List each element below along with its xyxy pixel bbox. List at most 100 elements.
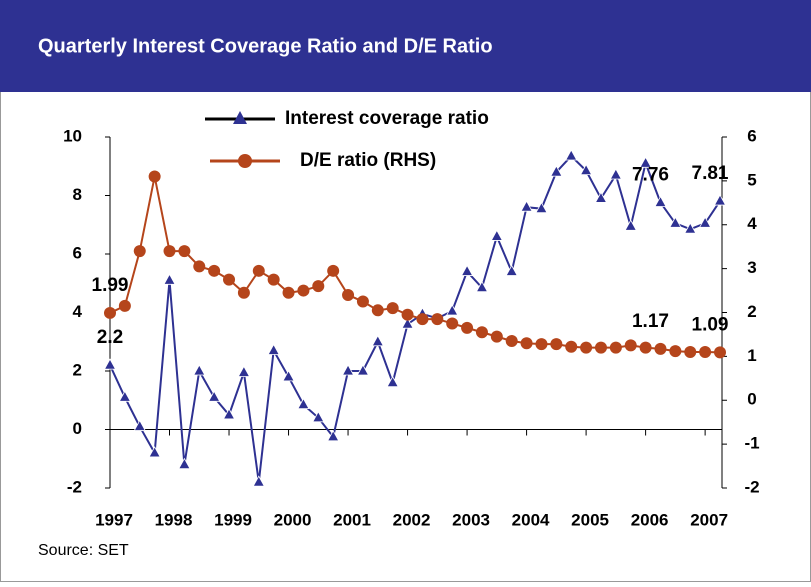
point	[535, 338, 548, 351]
point	[223, 273, 236, 286]
point	[327, 264, 340, 277]
legend-label: Interest coverage ratio	[285, 108, 489, 129]
point	[356, 364, 370, 376]
point	[624, 219, 637, 231]
legend-label: D/E ratio (RHS)	[300, 150, 436, 171]
y2-tick-label: -2	[744, 477, 759, 496]
point	[490, 330, 503, 343]
point	[341, 364, 355, 376]
point	[594, 191, 608, 203]
x-tick-label: 2003	[452, 510, 490, 529]
data-label: 7.81	[692, 163, 729, 184]
point	[193, 364, 206, 376]
point	[624, 339, 637, 352]
point	[446, 304, 459, 316]
data-label: 1.09	[692, 314, 729, 335]
data-label: 1.99	[92, 275, 129, 296]
point	[475, 326, 488, 339]
point	[684, 222, 697, 234]
point	[178, 245, 191, 258]
point	[713, 194, 727, 206]
data-label: 1.17	[632, 311, 669, 332]
x-tick-label: 2001	[333, 510, 371, 529]
point	[326, 429, 340, 442]
legend-marker	[238, 154, 252, 168]
point	[208, 264, 221, 277]
y2-tick-label: 4	[747, 214, 757, 233]
point	[163, 273, 176, 285]
y2-tick-label: 5	[747, 170, 756, 189]
point	[461, 321, 474, 334]
point	[520, 337, 533, 350]
y2-tick-label: 0	[747, 390, 756, 409]
point	[416, 313, 429, 326]
point	[579, 163, 593, 176]
x-tick-label: 1999	[214, 510, 252, 529]
data-label: 2.2	[97, 327, 123, 348]
point	[714, 346, 726, 359]
point	[118, 299, 131, 312]
point	[252, 475, 265, 487]
y-tick-label: 4	[73, 302, 83, 321]
point	[148, 170, 161, 183]
y2-tick-label: 1	[747, 346, 756, 365]
point	[401, 317, 414, 329]
point	[237, 365, 251, 377]
point	[252, 264, 265, 277]
point	[193, 260, 206, 273]
point	[207, 390, 221, 402]
y-tick-label: 6	[73, 243, 82, 262]
point	[639, 156, 652, 168]
point	[565, 340, 578, 353]
point	[505, 335, 518, 348]
point	[594, 341, 607, 354]
point	[282, 286, 295, 299]
x-tick-label: 2005	[571, 510, 609, 529]
point	[163, 245, 176, 258]
y2-tick-label: 6	[747, 126, 756, 145]
x-tick-label: 2000	[274, 510, 312, 529]
point	[297, 397, 310, 410]
point	[654, 195, 667, 207]
point	[475, 280, 489, 293]
chart-title: Quarterly Interest Coverage Ratio and D/…	[38, 35, 493, 57]
x-tick-label: 2006	[631, 510, 669, 529]
point	[401, 308, 414, 321]
header	[0, 0, 811, 92]
x-tick-label: 2002	[393, 510, 431, 529]
y2-tick-label: -1	[744, 434, 759, 453]
point	[222, 408, 236, 420]
point	[342, 288, 355, 301]
point	[356, 295, 369, 308]
data-label: 7.76	[632, 165, 669, 186]
point	[550, 165, 563, 177]
point	[133, 245, 146, 258]
y-tick-label: 2	[73, 360, 82, 379]
point	[654, 342, 667, 355]
point	[698, 216, 712, 228]
point	[237, 286, 250, 299]
source: Source: SET	[38, 542, 129, 559]
y-tick-label: 10	[63, 126, 82, 145]
legend-marker	[233, 111, 247, 124]
point	[699, 345, 712, 358]
point	[550, 338, 563, 351]
y-tick-label: 0	[73, 419, 82, 438]
x-tick-label: 2004	[512, 510, 550, 529]
point	[267, 343, 280, 355]
point	[520, 200, 533, 212]
point	[312, 410, 325, 423]
point	[148, 446, 161, 458]
point	[431, 313, 444, 326]
point	[371, 304, 384, 317]
point	[386, 375, 399, 388]
point	[460, 264, 474, 276]
x-tick-label: 1998	[155, 510, 193, 529]
point	[178, 457, 191, 469]
point	[312, 280, 325, 293]
point	[535, 201, 548, 214]
x-tick-label: 2007	[690, 510, 728, 529]
point	[282, 370, 295, 382]
